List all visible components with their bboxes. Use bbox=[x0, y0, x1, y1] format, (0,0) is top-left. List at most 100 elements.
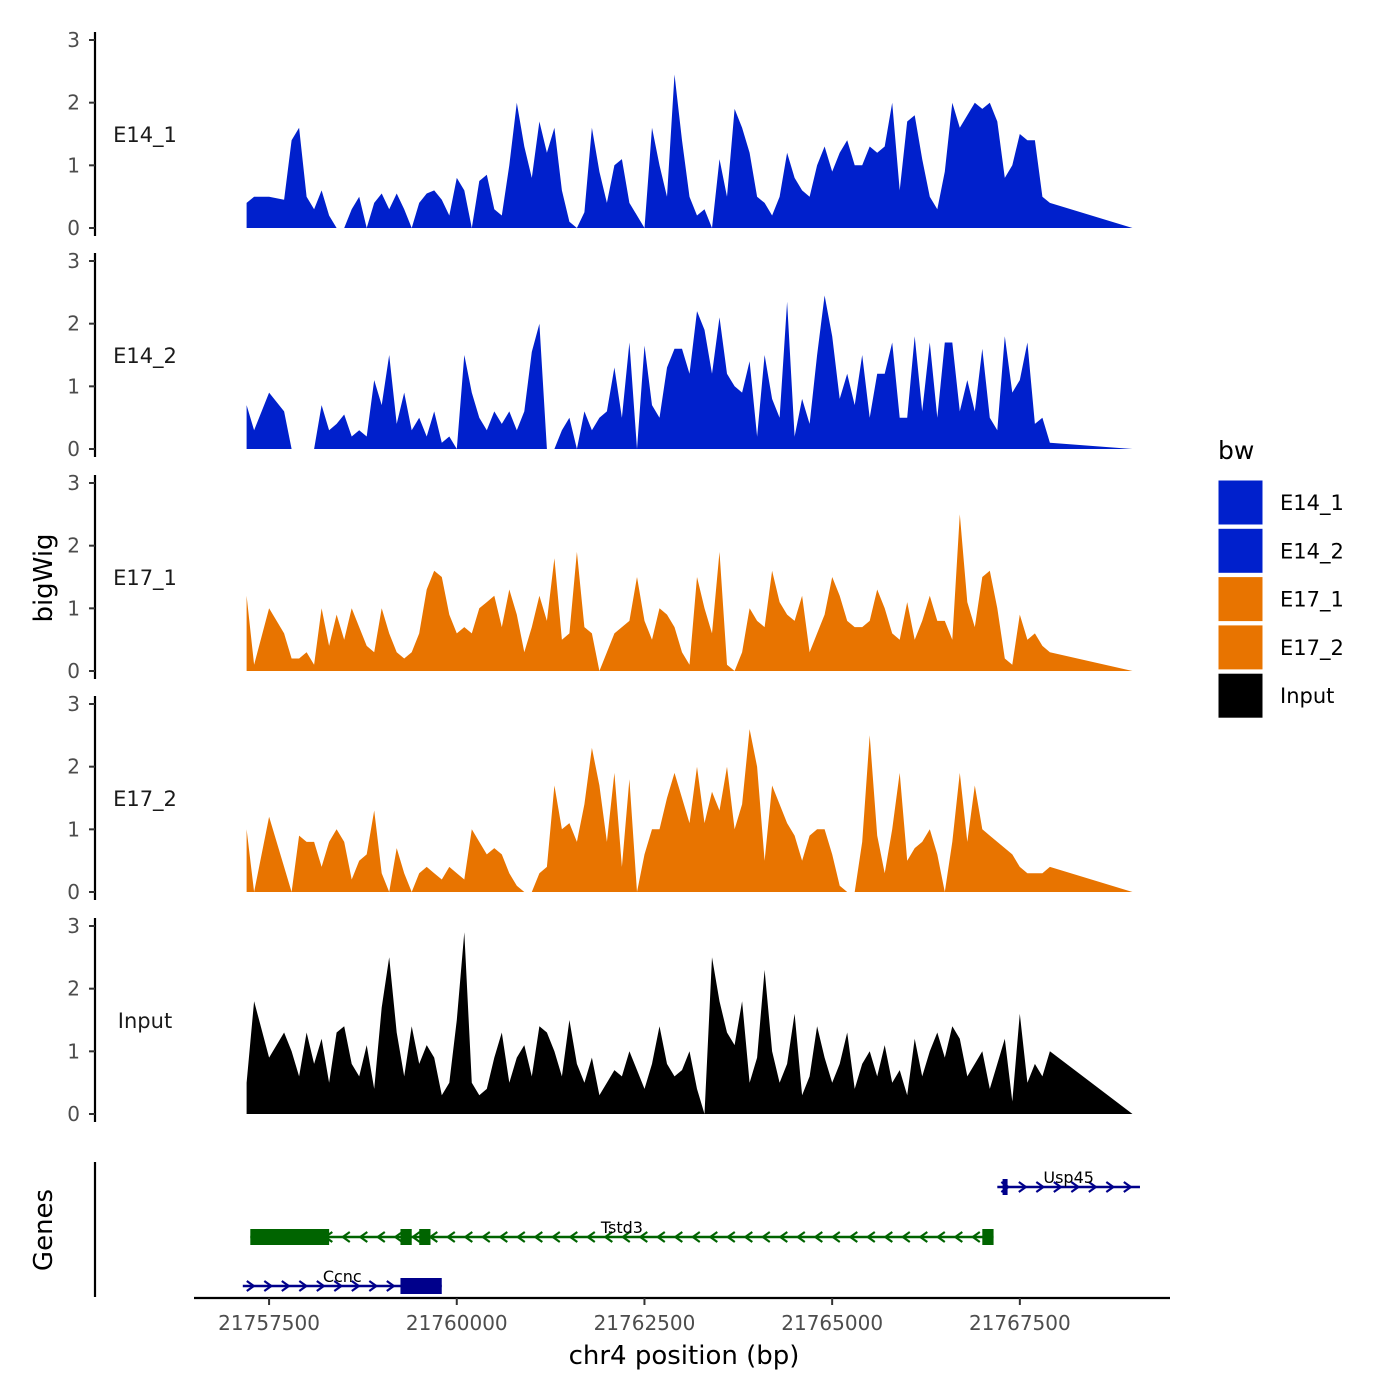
y-tick-label: 2 bbox=[67, 91, 80, 115]
strand-arrow bbox=[865, 1231, 876, 1243]
track-panel-e17-1: 0 1 2 3 E17_1 bbox=[67, 471, 1133, 683]
y-tick-label: 0 bbox=[67, 659, 80, 683]
strand-arrow bbox=[830, 1231, 841, 1243]
track-panel-e14-1: 0 1 2 3 E14_1 bbox=[67, 28, 1133, 240]
strand-arrow bbox=[263, 1280, 274, 1292]
strand-arrow bbox=[1053, 1181, 1063, 1193]
x-tick-label: 21757500 bbox=[218, 1311, 320, 1335]
strand-arrow bbox=[463, 1231, 473, 1243]
coverage-area-e14-2 bbox=[246, 295, 1133, 449]
panel-label: Input bbox=[118, 1009, 172, 1033]
panel-label: E14_1 bbox=[113, 123, 177, 148]
coverage-area-e17-1 bbox=[246, 514, 1133, 671]
strand-arrow bbox=[848, 1231, 858, 1243]
legend: bw E14_1 E14_2 E17_1 E17_2 Input bbox=[1217, 436, 1344, 719]
strand-arrow bbox=[638, 1231, 648, 1243]
track-panel-input: 0 1 2 3 Input bbox=[67, 914, 1133, 1126]
strand-arrow bbox=[480, 1231, 491, 1243]
exon-block bbox=[419, 1229, 431, 1245]
strand-arrow bbox=[445, 1231, 456, 1243]
strand-arrow bbox=[1088, 1181, 1098, 1193]
strand-arrow bbox=[246, 1280, 256, 1292]
strand-arrow bbox=[281, 1280, 291, 1292]
strand-arrow bbox=[673, 1231, 683, 1243]
y-tick-label: 3 bbox=[67, 914, 80, 938]
gene-usp45: Usp45 bbox=[997, 1168, 1140, 1195]
strand-arrow bbox=[1070, 1181, 1081, 1193]
strand-arrow bbox=[900, 1231, 911, 1243]
exon-block bbox=[250, 1229, 330, 1245]
legend-label: E14_2 bbox=[1280, 539, 1344, 564]
x-axis-title: chr4 position (bp) bbox=[569, 1341, 800, 1371]
gene-ccnc: Ccnc bbox=[242, 1267, 442, 1294]
strand-arrow bbox=[358, 1231, 368, 1243]
coverage-area-e17-2 bbox=[246, 729, 1133, 892]
legend-swatch-e17-1 bbox=[1217, 576, 1264, 623]
strand-arrow bbox=[393, 1231, 403, 1243]
y-tick-label: 2 bbox=[67, 755, 80, 779]
track-panel-e14-2: 0 1 2 3 E14_2 bbox=[67, 249, 1133, 461]
y-tick-label: 0 bbox=[67, 216, 80, 240]
strand-arrow bbox=[1018, 1181, 1028, 1193]
strand-arrow bbox=[386, 1280, 396, 1292]
y-tick-label: 1 bbox=[67, 1039, 80, 1063]
strand-arrow bbox=[316, 1280, 326, 1292]
exon-block bbox=[400, 1229, 412, 1245]
track-panels: 0 1 2 3 E14_1 0 1 2 3 E14_2 0 1 2 3 E17_1 0 1 2 3 E17_2 0 1 2 3… bbox=[67, 28, 1133, 1126]
strand-arrow bbox=[375, 1231, 386, 1243]
strand-arrow bbox=[813, 1231, 823, 1243]
panel-label: E17_1 bbox=[113, 566, 177, 591]
y-tick-label: 1 bbox=[67, 596, 80, 620]
coverage-area-input bbox=[246, 932, 1133, 1114]
x-axis-ticks: 21757500 21760000 21762500 21765000 21767500 bbox=[218, 1298, 1071, 1335]
exon-block bbox=[1002, 1179, 1008, 1195]
x-tick-label: 21762500 bbox=[594, 1311, 696, 1335]
gene-label: Tstd3 bbox=[600, 1218, 643, 1237]
gene-tstd3: Tstd3 bbox=[250, 1218, 994, 1245]
x-tick-label: 21760000 bbox=[406, 1311, 508, 1335]
gene-label: Usp45 bbox=[1043, 1168, 1094, 1187]
legend-swatch-e17-2 bbox=[1217, 624, 1264, 671]
strand-arrow bbox=[690, 1231, 701, 1243]
legend-label: Input bbox=[1280, 684, 1334, 708]
exon-block bbox=[400, 1278, 442, 1294]
y-tick-label: 3 bbox=[67, 249, 80, 273]
legend-label: E17_1 bbox=[1280, 588, 1344, 613]
strand-arrow bbox=[351, 1280, 361, 1292]
y-tick-label: 0 bbox=[67, 437, 80, 461]
strand-arrow bbox=[368, 1280, 379, 1292]
strand-arrow bbox=[410, 1231, 421, 1243]
strand-arrow bbox=[743, 1231, 753, 1243]
panel-label: E17_2 bbox=[113, 787, 177, 812]
strand-arrow bbox=[883, 1231, 893, 1243]
gene-label: Ccnc bbox=[323, 1267, 362, 1286]
exon-block bbox=[982, 1229, 994, 1245]
strand-arrow bbox=[585, 1231, 596, 1243]
strand-arrow bbox=[918, 1231, 928, 1243]
strand-arrow bbox=[708, 1231, 718, 1243]
strand-arrow bbox=[533, 1231, 543, 1243]
legend-swatch-e14-2 bbox=[1217, 527, 1264, 574]
strand-arrow bbox=[298, 1280, 309, 1292]
y-tick-label: 1 bbox=[67, 153, 80, 177]
strand-arrow bbox=[760, 1231, 771, 1243]
y-axis-title-genes: Genes bbox=[29, 1189, 59, 1271]
strand-arrow bbox=[1123, 1181, 1133, 1193]
strand-arrow bbox=[498, 1231, 508, 1243]
strand-arrow bbox=[655, 1231, 666, 1243]
strand-arrow bbox=[620, 1231, 631, 1243]
gene-models: Usp45 Tstd3 Ccnc bbox=[242, 1168, 1140, 1294]
legend-swatch-input bbox=[1217, 672, 1264, 719]
panel-label: E14_2 bbox=[113, 344, 177, 369]
strand-arrow bbox=[603, 1231, 613, 1243]
x-tick-label: 21765000 bbox=[781, 1311, 883, 1335]
y-tick-label: 0 bbox=[67, 1102, 80, 1126]
strand-arrow bbox=[1035, 1181, 1046, 1193]
y-tick-label: 1 bbox=[67, 374, 80, 398]
y-tick-label: 3 bbox=[67, 471, 80, 495]
y-axis-title-bigwig: bigWig bbox=[29, 533, 59, 622]
legend-title: bw bbox=[1218, 436, 1254, 465]
gene-panel: Usp45 Tstd3 Ccnc 21757500 21760000 21762500 2… bbox=[93, 1162, 1170, 1335]
strand-arrow bbox=[568, 1231, 578, 1243]
